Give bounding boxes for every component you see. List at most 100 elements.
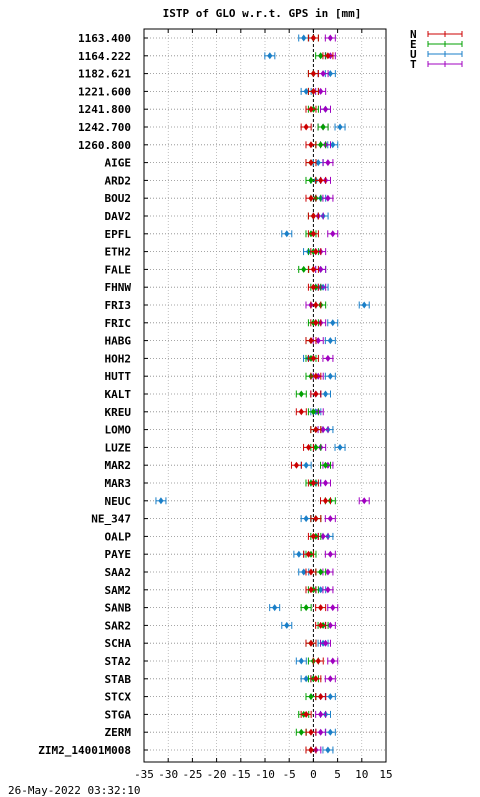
station-label: NEUC (105, 495, 132, 508)
data-point-N (310, 319, 322, 327)
point-marker (361, 301, 367, 309)
station-label: FRI3 (105, 299, 132, 312)
data-point-T (322, 159, 334, 167)
data-point-T (358, 497, 370, 505)
data-point-T (315, 728, 327, 736)
point-marker (308, 639, 314, 647)
data-point-N (310, 372, 322, 380)
station-label: HOH2 (105, 352, 132, 365)
data-point-N (295, 408, 307, 416)
legend-label: T (410, 58, 417, 71)
point-marker (315, 337, 321, 345)
point-marker (310, 283, 316, 291)
data-point-N (300, 710, 312, 718)
point-marker (293, 461, 300, 469)
data-point-T (322, 354, 334, 362)
data-point-E (300, 604, 312, 612)
point-marker (322, 390, 329, 398)
point-marker (327, 337, 333, 345)
data-point-T (327, 230, 339, 238)
data-point-N (307, 212, 319, 220)
data-point-E (298, 265, 310, 273)
station-label: HUTT (105, 370, 132, 383)
point-marker (313, 372, 319, 380)
data-point-U (300, 515, 312, 523)
point-marker (301, 265, 307, 273)
data-point-N (305, 105, 317, 113)
point-marker (325, 586, 331, 594)
point-marker (330, 604, 336, 612)
point-marker (308, 194, 314, 202)
data-point-T (324, 515, 336, 523)
station-label: KREU (105, 406, 132, 419)
point-marker (313, 319, 319, 327)
point-marker (337, 443, 343, 451)
point-marker (330, 319, 336, 327)
station-label: PAYE (105, 548, 132, 561)
point-marker (308, 105, 314, 113)
data-point-N (290, 461, 302, 469)
chart-title: ISTP of GLO w.r.t. GPS in [mm] (163, 7, 362, 20)
point-marker (301, 568, 307, 576)
point-marker (327, 693, 333, 701)
data-point-N (305, 568, 317, 576)
data-point-U (324, 728, 336, 736)
point-marker (305, 443, 312, 451)
station-label: STGA (105, 708, 132, 721)
point-marker (308, 568, 314, 576)
data-point-T (317, 70, 329, 78)
data-point-N (307, 87, 319, 95)
station-label: OALP (105, 530, 132, 543)
point-marker (318, 568, 324, 576)
station-label: 1242.700 (78, 121, 131, 134)
point-marker (318, 693, 324, 701)
data-point-N (315, 621, 327, 629)
data-point-U (320, 390, 331, 398)
legend-label: U (410, 48, 417, 61)
point-marker (327, 621, 333, 629)
point-marker (303, 461, 309, 469)
point-marker (310, 70, 316, 78)
point-marker (305, 550, 312, 558)
point-marker (318, 87, 324, 95)
point-marker (284, 621, 290, 629)
legend-entry: U (410, 48, 463, 61)
data-point-N (305, 728, 317, 736)
data-point-N (305, 746, 317, 754)
data-point-U (293, 550, 305, 558)
data-point-U (298, 34, 310, 42)
point-marker (310, 265, 316, 273)
data-point-T (320, 105, 331, 113)
point-marker (298, 728, 304, 736)
data-point-U (295, 657, 307, 665)
point-marker (325, 746, 331, 754)
station-label: STA2 (105, 655, 132, 668)
data-point-T (320, 479, 331, 487)
point-marker (313, 248, 319, 256)
x-tick-label: -10 (255, 768, 275, 781)
data-point-E (305, 176, 317, 184)
point-marker (284, 230, 290, 238)
point-marker (327, 728, 333, 736)
point-marker (313, 390, 319, 398)
x-tick-label: -30 (158, 768, 178, 781)
data-point-E (315, 141, 327, 149)
point-marker (313, 301, 319, 309)
plot-area: -35 -30 -25 -20 -15 -10 -5 0 5 10 15 1163.400 1164.2… (38, 28, 393, 781)
station-label: MAR3 (105, 477, 132, 490)
data-point-N (305, 159, 317, 167)
data-point-N (307, 70, 319, 78)
legend-entry: T (410, 58, 463, 71)
data-point-U (155, 497, 167, 505)
point-marker (330, 657, 336, 665)
point-marker (303, 87, 309, 95)
data-point-T (324, 34, 336, 42)
point-marker (322, 479, 329, 487)
x-tick-label: 15 (379, 768, 392, 781)
station-label: SAM2 (105, 584, 132, 597)
point-marker (318, 265, 324, 273)
data-point-T (322, 194, 334, 202)
point-marker (320, 123, 326, 131)
point-marker (327, 675, 333, 683)
timestamp-footer: 26-May-2022 03:32:10 (8, 784, 140, 797)
